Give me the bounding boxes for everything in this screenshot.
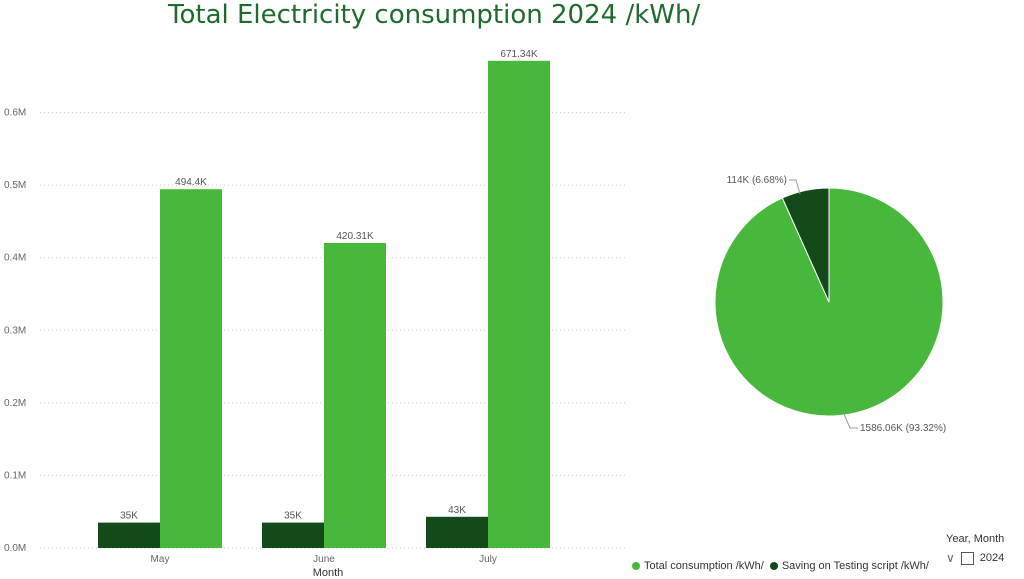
- checkbox-2024[interactable]: [960, 551, 974, 565]
- data-label: 35K: [120, 511, 138, 522]
- slicer-option-row[interactable]: ∨ 2024: [946, 551, 1004, 565]
- y-tick-label: 0.1M: [4, 470, 26, 481]
- saving-bar: [98, 522, 160, 548]
- leader-line: [789, 179, 801, 195]
- data-label: 43K: [448, 505, 466, 516]
- slicer-option-label: 2024: [979, 552, 1005, 564]
- chart-legend: Total consumption /kWh/ Saving on Testin…: [632, 560, 935, 572]
- pie-slice-saving: [781, 187, 830, 303]
- leader-line: [843, 413, 858, 429]
- y-tick-label: 0.3M: [4, 325, 26, 336]
- x-tick-label: July: [479, 554, 497, 565]
- bar-chart: 0.0M 0.1M 0.2M 0.3M 0.4M 0.5M 0.6M 35K 494.4K May…: [4, 49, 625, 579]
- slicer-title: Year, Month: [946, 533, 1005, 545]
- legend-dot-saving: [769, 562, 778, 570]
- data-label: 671.34K: [500, 49, 538, 60]
- legend-label-total: Total consumption /kWh/: [644, 560, 764, 572]
- y-tick-label: 0.6M: [4, 108, 26, 119]
- pie-label-total: 1586.06K (93.32%): [860, 423, 946, 434]
- consumption-bar: [488, 60, 550, 548]
- legend-item-saving[interactable]: Saving on Testing script /kWh/: [769, 560, 929, 572]
- saving-bar: [426, 516, 488, 548]
- legend-label-saving: Saving on Testing script /kWh/: [781, 560, 929, 572]
- chart-title: Total Electricity consumption 2024 /kWh/: [168, 0, 701, 30]
- x-axis-title: Month: [313, 567, 344, 579]
- consumption-bar: [160, 189, 222, 549]
- chevron-down-icon[interactable]: ∨: [946, 551, 955, 565]
- pie-slice-total: [714, 187, 944, 417]
- pie-label-saving: 114K (6.68%): [727, 175, 787, 186]
- data-label: 494.4K: [175, 177, 207, 188]
- y-tick-label: 0.4M: [4, 253, 26, 264]
- y-tick-label: 0.2M: [4, 398, 26, 409]
- data-label: 35K: [284, 511, 302, 522]
- legend-dot-total: [632, 562, 640, 570]
- consumption-bar: [324, 242, 386, 548]
- data-label: 420.31K: [336, 231, 374, 242]
- y-tick-label: 0.5M: [4, 180, 26, 191]
- legend-item-total[interactable]: Total consumption /kWh/: [632, 560, 764, 572]
- x-tick-label: June: [313, 554, 335, 565]
- year-month-slicer: Year, Month ∨ 2024: [946, 533, 1004, 565]
- x-tick-label: May: [151, 554, 170, 565]
- y-tick-label: 0.0M: [4, 543, 26, 554]
- saving-bar: [262, 522, 324, 548]
